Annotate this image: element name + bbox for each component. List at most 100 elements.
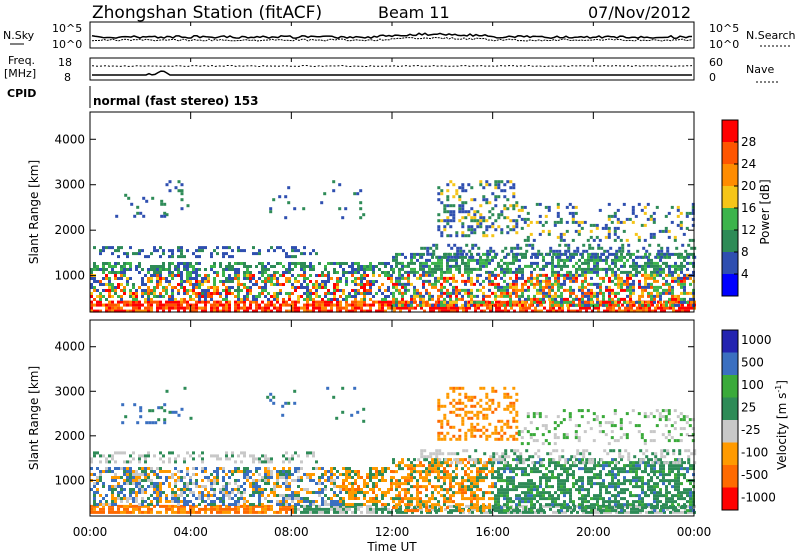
power-cell [138, 262, 141, 265]
velocity-cell [422, 464, 425, 468]
power-cell [440, 267, 443, 271]
power-cell [632, 258, 635, 262]
power-cell [195, 249, 198, 253]
velocity-cell [413, 458, 416, 462]
velocity-cell [419, 470, 422, 474]
power-cell [213, 249, 216, 253]
nave-tick-bottom: 0 [709, 71, 716, 84]
velocity-cell [687, 510, 690, 514]
velocity-cell [96, 488, 99, 491]
power-cell [470, 231, 474, 235]
power-cell [518, 297, 521, 301]
power-cell [404, 291, 407, 295]
power-cell [429, 246, 433, 250]
velocity-cell [369, 504, 372, 508]
velocity-cell [204, 476, 207, 479]
velocity-cell [416, 488, 419, 492]
velocity-cell [440, 506, 443, 510]
power-cell [422, 279, 425, 283]
power-cell [534, 306, 537, 310]
velocity-cell [312, 473, 315, 476]
power-cell [93, 280, 96, 283]
velocity-cell [135, 476, 138, 479]
power-cell [571, 214, 575, 218]
velocity-cell [395, 497, 398, 501]
power-data-layer [90, 180, 697, 313]
power-cell [626, 258, 629, 262]
power-cell [90, 309, 93, 313]
power-cell [129, 300, 132, 304]
velocity-cell [545, 479, 548, 483]
velocity-cell [461, 503, 464, 507]
power-cell [186, 280, 189, 283]
power-cell [473, 210, 477, 214]
power-cell [219, 265, 222, 268]
power-cell [644, 264, 647, 268]
velocity-cell [555, 504, 558, 508]
power-cell [653, 267, 656, 271]
power-cell [204, 246, 207, 250]
power-cell [395, 282, 398, 286]
power-cell [288, 292, 291, 295]
power-cell [240, 306, 243, 310]
power-cell [458, 186, 462, 190]
power-cell [536, 252, 539, 256]
power-cell [588, 300, 591, 304]
power-colorbar-label: 20 [741, 179, 756, 193]
velocity-cell [366, 507, 369, 511]
power-cell [410, 297, 413, 301]
power-cell [204, 298, 207, 301]
velocity-cell [476, 467, 479, 471]
power-cell [504, 309, 507, 313]
power-cell [261, 292, 264, 295]
power-cell [171, 303, 174, 307]
power-cell [530, 279, 533, 283]
power-cell [189, 277, 192, 280]
power-cell [285, 271, 288, 274]
velocity-cell [471, 510, 474, 514]
power-cell [521, 294, 524, 298]
power-cell [584, 258, 587, 262]
velocity-cell [387, 488, 390, 491]
power-cell [443, 225, 447, 229]
power-cell [440, 291, 443, 295]
power-cell [529, 220, 533, 224]
velocity-cell [267, 494, 270, 497]
power-cell [336, 280, 339, 283]
power-cell [464, 234, 468, 238]
power-cell [336, 309, 339, 313]
power-cell [198, 255, 201, 259]
power-cell [138, 265, 141, 268]
velocity-cell [288, 504, 291, 508]
power-cell [494, 273, 497, 277]
power-cell [620, 255, 623, 259]
power-cell [453, 306, 456, 310]
power-cell [123, 286, 126, 289]
power-cell [464, 288, 467, 292]
power-cell [363, 277, 366, 280]
power-cell [641, 294, 644, 298]
power-cell [360, 265, 363, 268]
power-cell [342, 289, 345, 292]
power-cell [579, 306, 582, 310]
power-cell [267, 280, 270, 283]
velocity-cell [491, 470, 494, 474]
velocity-cell [144, 473, 147, 476]
power-cell [462, 306, 465, 310]
velocity-cell [177, 500, 180, 503]
power-cell [626, 273, 629, 277]
velocity-cell [524, 497, 527, 501]
power-cell [542, 255, 545, 259]
velocity-cell [372, 507, 375, 511]
power-cell [680, 300, 683, 304]
power-cell [615, 255, 619, 259]
power-cell [255, 280, 258, 283]
power-cell [446, 300, 449, 304]
power-cell [456, 255, 460, 259]
velocity-cell [351, 491, 354, 494]
velocity-cell [234, 488, 237, 491]
power-cell [618, 309, 621, 313]
power-cell [272, 198, 276, 202]
velocity-cell [213, 503, 216, 506]
power-cell [216, 292, 219, 295]
